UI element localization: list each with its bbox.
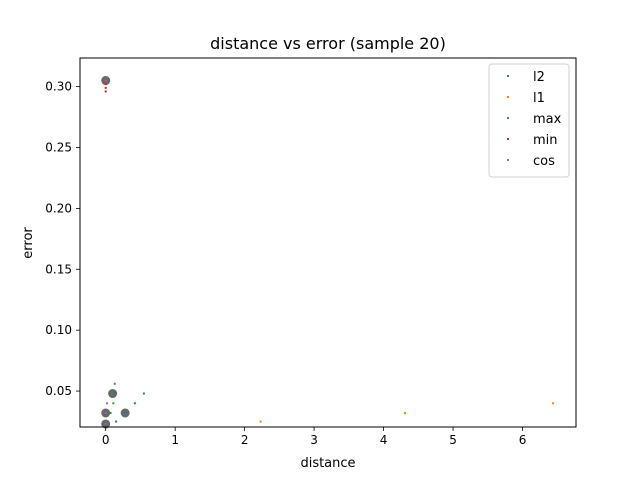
chart-title: distance vs error (sample 20) [210,34,446,53]
legend-marker-cos [507,159,509,161]
x-tick-label: 4 [380,433,388,447]
point-l1 [259,420,262,423]
x-tick-label: 2 [241,433,249,447]
point-l1 [552,402,555,405]
point-l2 [124,411,127,414]
axes-frame [79,57,577,428]
point-max [109,411,112,414]
x-axis-label: distance [300,456,355,471]
legend-label-cos: cos [533,154,555,169]
point-cos [106,402,109,405]
legend-label-max: max [533,112,562,127]
y-tick-label: 0.10 [45,323,72,337]
point-cos [104,422,107,425]
y-axis-label: error [21,227,36,259]
point-min [104,83,107,86]
point-l2 [115,420,118,423]
plot-area [101,76,555,429]
point-l2 [133,402,136,405]
x-tick-label: 1 [171,433,179,447]
point-max [113,382,116,385]
point-cos [104,79,107,82]
point-cos [104,411,107,414]
legend-marker-l1 [507,96,509,98]
x-tick-label: 5 [449,433,457,447]
axis-ticks: 0 1 2 3 4 5 6 0.05 0.10 0.15 0.20 0.25 0.30 [45,80,526,447]
legend-box [488,63,570,178]
y-tick-label: 0.20 [45,201,72,215]
legend-label-l2: l2 [533,70,545,85]
x-tick-label: 6 [519,433,527,447]
y-tick-label: 0.05 [45,384,72,398]
legend-label-l1: l1 [533,91,545,106]
point-max [110,392,113,395]
y-tick-label: 0.30 [45,80,72,94]
y-tick-label: 0.25 [45,141,72,155]
point-max [112,402,115,405]
x-tick-label: 0 [102,433,110,447]
y-tick-label: 0.15 [45,262,72,276]
point-min [104,86,107,89]
legend: l2 l1 max min cos [488,63,570,178]
point-l1 [404,411,407,414]
x-tick-label: 3 [310,433,318,447]
legend-marker-max [507,117,509,119]
point-l2 [142,392,145,395]
legend-marker-l2 [507,75,509,77]
point-min [104,90,107,93]
legend-label-min: min [533,133,558,148]
legend-marker-min [507,138,509,140]
